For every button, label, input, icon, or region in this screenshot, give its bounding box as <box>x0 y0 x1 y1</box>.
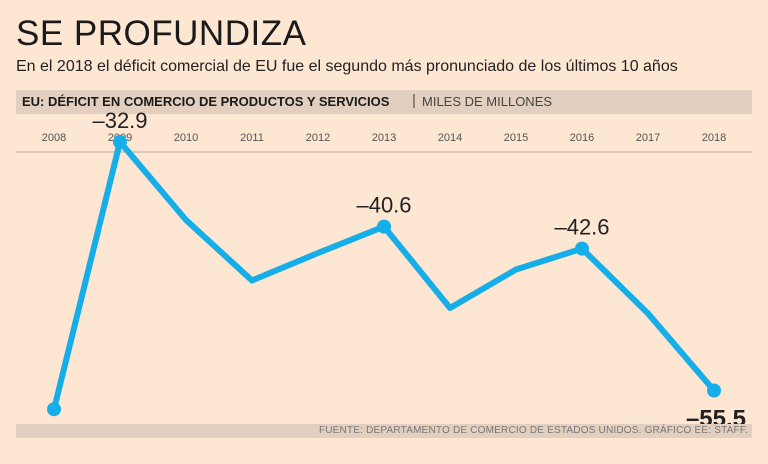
source-note: FUENTE: DEPARTAMENTO DE COMERCIO DE ESTA… <box>318 425 748 436</box>
chart-title: EU: DÉFICIT EN COMERCIO DE PRODUCTOS Y S… <box>22 94 390 109</box>
x-tick-label: 2014 <box>438 132 462 144</box>
data-point <box>113 134 127 149</box>
data-label: –32.9 <box>92 108 147 133</box>
data-label: –42.6 <box>554 215 609 240</box>
x-tick-label: 2011 <box>240 132 264 144</box>
x-tick-label: 2013 <box>372 132 396 144</box>
x-tick-label: 2017 <box>636 132 660 144</box>
x-tick-label: 2012 <box>306 132 330 144</box>
x-tick-label: 2008 <box>42 132 66 144</box>
title-separator: | <box>412 92 416 109</box>
x-tick-label: 2018 <box>702 132 726 144</box>
series-line <box>51 138 717 413</box>
data-label: –40.6 <box>356 193 411 218</box>
data-point <box>575 241 589 256</box>
x-tick-label: 2016 <box>570 132 594 144</box>
data-point <box>47 402 61 417</box>
chart-title-band: EU: DÉFICIT EN COMERCIO DE PRODUCTOS Y S… <box>16 90 752 114</box>
line-chart: 2008200920102011201220132014201520162017… <box>16 108 752 425</box>
page-subtitle: En el 2018 el déficit comercial de EU fu… <box>16 58 678 75</box>
x-tick-label: 2015 <box>504 132 528 144</box>
chart-unit: MILES DE MILLONES <box>422 94 553 109</box>
x-tick-label: 2010 <box>174 132 198 144</box>
data-label: –55.5 <box>686 406 746 425</box>
page-title: SE PROFUNDIZA <box>16 14 307 53</box>
data-point <box>377 219 391 234</box>
footer-band: FUENTE: DEPARTAMENTO DE COMERCIO DE ESTA… <box>16 424 752 438</box>
data-point <box>707 383 721 398</box>
